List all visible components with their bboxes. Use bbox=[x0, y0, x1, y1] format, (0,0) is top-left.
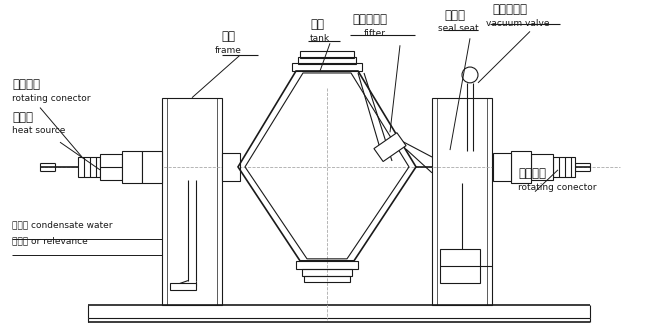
Text: 真空过滤器: 真空过滤器 bbox=[353, 13, 388, 26]
Bar bbox=[298, 57, 356, 64]
Bar bbox=[292, 63, 362, 71]
Bar bbox=[440, 249, 480, 283]
Text: rotating conector: rotating conector bbox=[518, 183, 596, 192]
Bar bbox=[493, 153, 511, 181]
Bar bbox=[162, 98, 222, 305]
Text: rotating conector: rotating conector bbox=[12, 94, 90, 103]
Bar bbox=[296, 261, 358, 269]
Bar bbox=[222, 153, 240, 181]
Bar bbox=[78, 157, 100, 177]
Text: 机架: 机架 bbox=[221, 30, 235, 43]
Bar bbox=[100, 154, 122, 180]
Text: 进热源: 进热源 bbox=[12, 111, 33, 124]
Text: 罐体: 罐体 bbox=[310, 19, 324, 32]
Bar bbox=[511, 151, 531, 183]
Bar bbox=[302, 269, 352, 276]
Text: 旋转接头: 旋转接头 bbox=[518, 167, 546, 180]
Text: vacuum valve: vacuum valve bbox=[487, 20, 550, 29]
Bar bbox=[304, 276, 350, 282]
Bar bbox=[432, 98, 492, 305]
Circle shape bbox=[462, 67, 478, 83]
Bar bbox=[170, 283, 196, 290]
Polygon shape bbox=[374, 133, 406, 162]
Text: 或回流 or relevance: 或回流 or relevance bbox=[12, 236, 88, 245]
Bar bbox=[531, 154, 553, 180]
Text: heat source: heat source bbox=[12, 126, 65, 135]
Text: 密封座: 密封座 bbox=[445, 9, 466, 22]
Text: frame: frame bbox=[215, 46, 241, 55]
Bar bbox=[553, 157, 575, 177]
Text: 真空压力表: 真空压力表 bbox=[492, 3, 528, 16]
Bar bbox=[122, 151, 142, 183]
Bar bbox=[300, 51, 354, 58]
Text: 冷凝水 condensate water: 冷凝水 condensate water bbox=[12, 220, 112, 229]
Bar bbox=[142, 151, 162, 183]
Text: tank: tank bbox=[310, 34, 330, 43]
Text: seal seat: seal seat bbox=[438, 25, 478, 34]
Text: 旋转接头: 旋转接头 bbox=[12, 78, 40, 91]
Text: fifter: fifter bbox=[364, 29, 386, 39]
